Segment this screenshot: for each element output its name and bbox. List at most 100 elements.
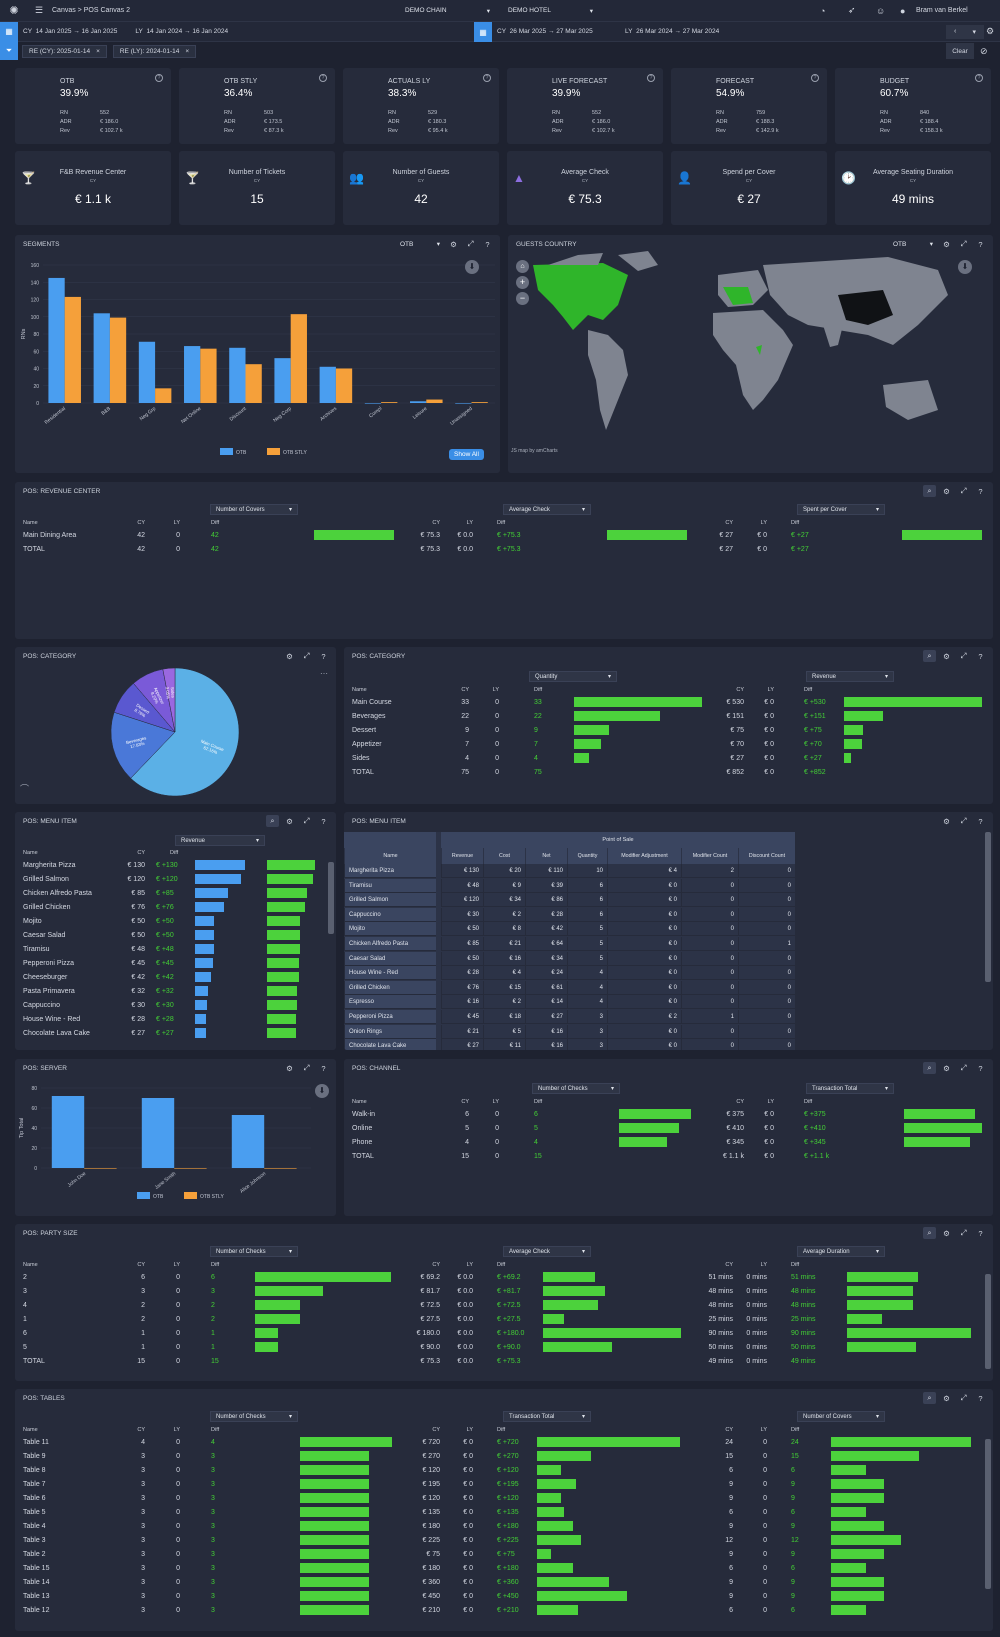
world-map[interactable] [508,235,993,473]
bar-otb[interactable] [93,313,110,403]
table-row[interactable]: Grilled Chicken € 76 € +76 [15,901,336,913]
help-icon[interactable]: ? [978,486,983,496]
metric-dropdown[interactable]: Transaction Total ▾ [503,1411,591,1422]
table-row[interactable]: TOTAL 15 0 15 € 75.3 € 0.0 € +75.3 49 mins 0 min… [15,1355,993,1367]
cy-compare-range[interactable]: CY 26 Mar 2025 → 27 Mar 2025 [497,28,593,35]
gear-icon[interactable]: ⚙ [943,1063,950,1073]
help-icon[interactable]: ? [978,1393,983,1403]
download-icon[interactable]: ⬇ [465,260,479,274]
metric-dropdown[interactable]: Quantity ▾ [529,671,617,682]
support-icon[interactable]: ☺ [876,5,886,16]
metric-dropdown[interactable]: Number of Checks ▾ [210,1246,298,1257]
expand-icon[interactable]: ⤢ [960,486,967,495]
zoom-in-icon[interactable]: + [516,276,529,289]
table-row[interactable]: Table 7 3 0 3 € 195 € 0 € +195 9 0 9 [15,1478,993,1490]
chevron-left-icon[interactable]: ‹ [954,28,957,35]
bar-otb-stly[interactable] [200,348,217,403]
bar-otb[interactable] [48,277,65,403]
scrollbar[interactable] [985,1274,991,1369]
rocket-icon[interactable]: ➶ [848,5,856,15]
pie-slice[interactable] [162,667,176,733]
close-icon[interactable]: × [96,47,100,55]
gear-icon[interactable]: ⚙ [450,239,457,249]
gear-icon[interactable]: ⚙ [943,239,950,249]
metric-dropdown[interactable]: Transaction Total ▾ [806,1083,894,1094]
segments-selector[interactable]: OTB ▾ [400,240,440,249]
bar-otb[interactable] [184,346,201,403]
expand-icon[interactable]: ⤢ [960,1063,967,1072]
date-nav[interactable]: ‹ ▾ [946,24,984,39]
gear-icon[interactable]: ⚙ [286,816,293,826]
pivot-column-header[interactable]: Name [344,848,436,864]
cy-date-range[interactable]: CY 14 Jan 2025 → 16 Jan 2025 [23,28,118,35]
metric-dropdown[interactable]: Spent per Cover ▾ [797,504,885,515]
scrollbar[interactable] [985,1439,991,1589]
bar-otb[interactable] [319,366,336,403]
table-row[interactable]: 6 1 0 1 € 180.0 € 0.0 € +180.0 90 mins 0 mins 90 … [15,1327,993,1339]
app-logo-icon[interactable]: ✺ [9,5,19,17]
filter-chip-cy[interactable]: RE (CY): 2025-01-14 × [22,44,107,58]
table-row[interactable]: Main Course 33 0 33 € 530 € 0 € +530 [344,696,993,708]
table-row[interactable]: 3 3 0 3 € 81.7 € 0.0 € +81.7 48 mins 0 mins 48 mi… [15,1285,993,1297]
gear-icon[interactable]: ⚙ [986,26,995,36]
help-icon[interactable]: ? [321,1063,326,1073]
metric-dropdown[interactable]: Number of Checks ▾ [532,1083,620,1094]
help-icon[interactable]: ? [978,651,983,661]
gear-icon[interactable]: ⚙ [943,1393,950,1403]
expand-icon[interactable]: ⤢ [960,1228,967,1237]
table-row[interactable]: Walk-in 6 0 6 € 375 € 0 € +375 [344,1108,993,1120]
clear-button[interactable]: Clear [946,43,974,59]
expand-icon[interactable]: ⤢ [467,239,474,248]
bar-otb[interactable] [51,1096,85,1168]
calendar-icon-2[interactable]: ▦ [474,22,492,42]
show-all-button[interactable]: Show All [449,449,484,460]
pivot-column-header[interactable]: Discount Count [738,848,795,864]
pivot-column-header[interactable]: Modifier Adjustment [607,848,681,864]
metric-dropdown[interactable]: Number of Covers ▾ [797,1411,885,1422]
expand-icon[interactable]: ⤢ [960,651,967,660]
expand-icon[interactable]: ⤢ [960,1393,967,1402]
help-icon[interactable]: ? [319,74,327,82]
table-row[interactable]: Beverages 22 0 22 € 151 € 0 € +151 [344,710,993,722]
metric-dropdown[interactable]: Average Duration ▾ [797,1246,885,1257]
table-row[interactable]: Main Dining Area 42 0 42 € 75.3 € 0.0 € +75.3 €… [15,529,993,541]
bar-otb-stly[interactable] [174,1168,207,1169]
bar-otb-stly[interactable] [264,1168,297,1169]
kpi2-card[interactable]: 👥 Number of Guests CY 42 [343,151,499,225]
pivot-column-header[interactable]: Net [525,848,567,864]
metric-dropdown[interactable]: Number of Checks ▾ [210,1411,298,1422]
kpi2-card[interactable]: 👤 Spend per Cover CY € 27 [671,151,827,225]
metric-dropdown[interactable]: Average Check ▾ [503,504,591,515]
pivot-column-header[interactable]: Revenue [441,848,483,864]
metric-dropdown[interactable]: Revenue ▾ [175,835,265,846]
help-icon[interactable]: ? [978,816,983,826]
table-row[interactable]: Pepperoni Pizza € 45 € +45 [15,957,336,969]
table-row[interactable]: Table 5 3 0 3 € 135 € 0 € +135 6 0 6 [15,1506,993,1518]
search-icon[interactable]: ⌕ [266,815,279,827]
table-row[interactable]: 1 2 0 2 € 27.5 € 0.0 € +27.5 25 mins 0 mins 25 mi… [15,1313,993,1325]
pie-slice[interactable] [130,667,240,797]
expand-icon[interactable]: ⤢ [303,651,310,660]
table-row[interactable]: Grilled Salmon € 120 € +120 [15,873,336,885]
table-row[interactable]: Table 11 4 0 4 € 720 € 0 € +720 24 0 24 [15,1436,993,1448]
bar-otb-stly[interactable] [155,388,172,403]
help-icon[interactable]: ? [155,74,163,82]
help-icon[interactable]: ? [811,74,819,82]
table-row[interactable]: TOTAL 42 0 42 € 75.3 € 0.0 € +75.3 € 27 € 0 € +27 [15,543,993,555]
gear-icon[interactable]: ⚙ [286,651,293,661]
table-row[interactable]: Table 8 3 0 3 € 120 € 0 € +120 6 0 6 [15,1464,993,1476]
help-icon[interactable]: ? [975,74,983,82]
help-icon[interactable]: ? [978,1063,983,1073]
metric-dropdown[interactable]: Average Check ▾ [503,1246,591,1257]
metric-dropdown[interactable]: Revenue ▾ [806,671,894,682]
download-icon[interactable]: ⬇ [315,1084,329,1098]
user-icon[interactable]: ● [900,5,906,16]
table-row[interactable]: Pasta Primavera € 32 € +32 [15,985,336,997]
gear-icon[interactable]: ⚙ [943,816,950,826]
table-row[interactable]: Table 12 3 0 3 € 210 € 0 € +210 6 0 6 [15,1604,993,1616]
help-icon[interactable]: ? [978,1228,983,1238]
bar-otb[interactable] [455,403,472,404]
help-icon[interactable]: ? [483,74,491,82]
bar-otb[interactable] [138,341,156,403]
table-row[interactable]: TOTAL 75 0 75 € 852 € 0 € +852 [344,766,993,778]
